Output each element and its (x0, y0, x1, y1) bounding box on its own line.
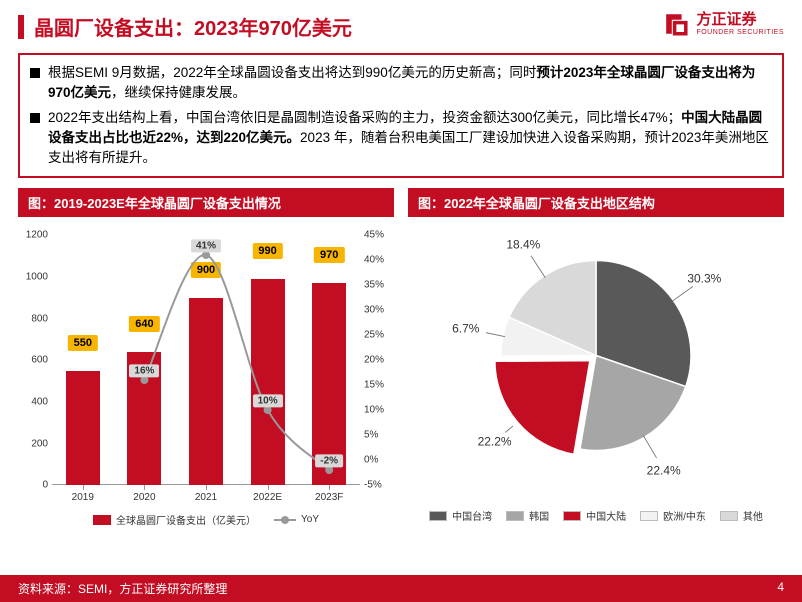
yoy-point-label: 16% (129, 365, 159, 378)
y-right-tick: 15% (364, 380, 394, 391)
pie-legend-item: 其他 (720, 508, 763, 523)
pie-slice-label: 6.7% (452, 322, 479, 336)
bar-chart-title: 图：2019-2023E年全球晶圆厂设备支出情况 (18, 188, 394, 217)
bullet-1: 根据SEMI 9月数据，2022年全球晶圆设备支出将达到990亿美元的历史新高；… (30, 63, 772, 104)
bar-chart-plot: 020040060080010001200-5%0%5%10%15%20%25%… (52, 235, 360, 485)
y-right-tick: 5% (364, 430, 394, 441)
pie-chart-plot: 30.3%22.4%22.2%6.7%18.4% (486, 246, 706, 471)
yoy-point-label: -2% (315, 455, 343, 468)
pie-chart-col: 图：2022年全球晶圆厂设备支出地区结构 30.3%22.4%22.2%6.7%… (408, 188, 784, 537)
bullet-2-pre: 2022年支出结构上看，中国台湾依旧是晶圆制造设备采购的主力，投资金额达300亿… (48, 110, 681, 125)
y-right-tick: 40% (364, 255, 394, 266)
pie-slice-label: 18.4% (506, 237, 540, 251)
x-tick-label: 2020 (133, 492, 155, 503)
yoy-point-label: 10% (253, 395, 283, 408)
y-right-tick: 45% (364, 230, 394, 241)
yoy-point-label: 41% (191, 240, 221, 253)
x-tick-label: 2022E (253, 492, 282, 503)
y-right-tick: -5% (364, 480, 394, 491)
y-left-tick: 1000 (18, 271, 48, 282)
y-left-tick: 400 (18, 396, 48, 407)
pie-legend-swatch (720, 511, 738, 521)
y-left-tick: 200 (18, 438, 48, 449)
legend-bar: 全球晶圆厂设备支出（亿美元） (93, 512, 256, 527)
pie-legend-label: 欧洲/中东 (663, 508, 706, 523)
summary-box: 根据SEMI 9月数据，2022年全球晶圆设备支出将达到990亿美元的历史新高；… (18, 53, 784, 178)
x-tick-label: 2021 (195, 492, 217, 503)
logo-text-en: FOUNDER SECURITIES (696, 29, 784, 36)
page-number: 4 (777, 580, 784, 597)
pie-slice-label: 22.2% (478, 435, 512, 449)
bar-chart-col: 图：2019-2023E年全球晶圆厂设备支出情况 0 200 400 600 800 10… (18, 188, 394, 537)
x-tick-label: 2023F (315, 492, 343, 503)
legend-line-label: YoY (301, 514, 319, 525)
pie-legend-swatch (563, 511, 581, 521)
y-left-tick: 800 (18, 313, 48, 324)
y-right-tick: 10% (364, 405, 394, 416)
x-tick-label: 2019 (72, 492, 94, 503)
bullet-icon (30, 113, 40, 123)
logo-text-cn: 方正证券 (696, 12, 784, 27)
footer-source: 资料来源：SEMI，方正证券研究所整理 (18, 580, 227, 597)
pie-legend-swatch (640, 511, 658, 521)
pie-legend-label: 中国大陆 (586, 508, 626, 523)
footer: 资料来源：SEMI，方正证券研究所整理 4 (0, 575, 802, 602)
legend-line-swatch (274, 515, 296, 525)
pie-legend-item: 中国大陆 (563, 508, 626, 523)
brand-logo: 方正证券 FOUNDER SECURITIES (662, 10, 784, 38)
x-tick (83, 485, 84, 490)
y-right-tick: 20% (364, 355, 394, 366)
bullet-icon (30, 68, 40, 78)
pie-svg (486, 246, 706, 466)
legend-bar-swatch (93, 515, 111, 525)
y-right-tick: 0% (364, 455, 394, 466)
pie-legend-label: 其他 (743, 508, 763, 523)
pie-legend-item: 中国台湾 (429, 508, 492, 523)
pie-legend-label: 中国台湾 (452, 508, 492, 523)
bullet-2: 2022年支出结构上看，中国台湾依旧是晶圆制造设备采购的主力，投资金额达300亿… (30, 108, 772, 169)
legend-line: YoY (274, 512, 319, 527)
pie-legend-item: 欧洲/中东 (640, 508, 706, 523)
pie-chart-body: 30.3%22.4%22.2%6.7%18.4% 中国台湾韩国中国大陆欧洲/中东… (408, 217, 784, 537)
pie-legend-swatch (506, 511, 524, 521)
x-tick (144, 485, 145, 490)
pie-slice-label: 22.4% (647, 463, 681, 477)
bar-chart-body: 0 200 400 600 800 1000 1200 -5% 0% 5% 10% 15% 20% 25%… (18, 217, 394, 537)
pie-legend-item: 韩国 (506, 508, 549, 523)
legend-bar-label: 全球晶圆厂设备支出（亿美元） (116, 512, 256, 527)
pie-legend-label: 韩国 (529, 508, 549, 523)
yoy-line (52, 235, 360, 485)
x-tick (329, 485, 330, 490)
y-left-tick: 600 (18, 355, 48, 366)
y-right-tick: 35% (364, 280, 394, 291)
y-right-tick: 30% (364, 305, 394, 316)
bullet-1-post: ，继续保持健康发展。 (111, 85, 246, 100)
title-accent (18, 15, 24, 39)
x-tick (206, 485, 207, 490)
pie-chart-title: 图：2022年全球晶圆厂设备支出地区结构 (408, 188, 784, 217)
bar-chart-legend: 全球晶圆厂设备支出（亿美元） YoY (18, 512, 394, 527)
y-right-tick: 25% (364, 330, 394, 341)
logo-icon (662, 10, 690, 38)
bullet-1-pre: 根据SEMI 9月数据，2022年全球晶圆设备支出将达到990亿美元的历史新高；… (48, 65, 536, 80)
x-tick (268, 485, 269, 490)
pie-legend-swatch (429, 511, 447, 521)
y-left-tick: 1200 (18, 230, 48, 241)
pie-slice-label: 30.3% (687, 271, 721, 285)
pie-chart-legend: 中国台湾 韩国 中国大陆 欧洲/中东 其他 (408, 508, 784, 523)
page-title: 晶圆厂设备支出：2023年970亿美元 (34, 12, 352, 41)
charts-row: 图：2019-2023E年全球晶圆厂设备支出情况 0 200 400 600 800 10… (0, 178, 802, 537)
y-left-tick: 0 (18, 480, 48, 491)
